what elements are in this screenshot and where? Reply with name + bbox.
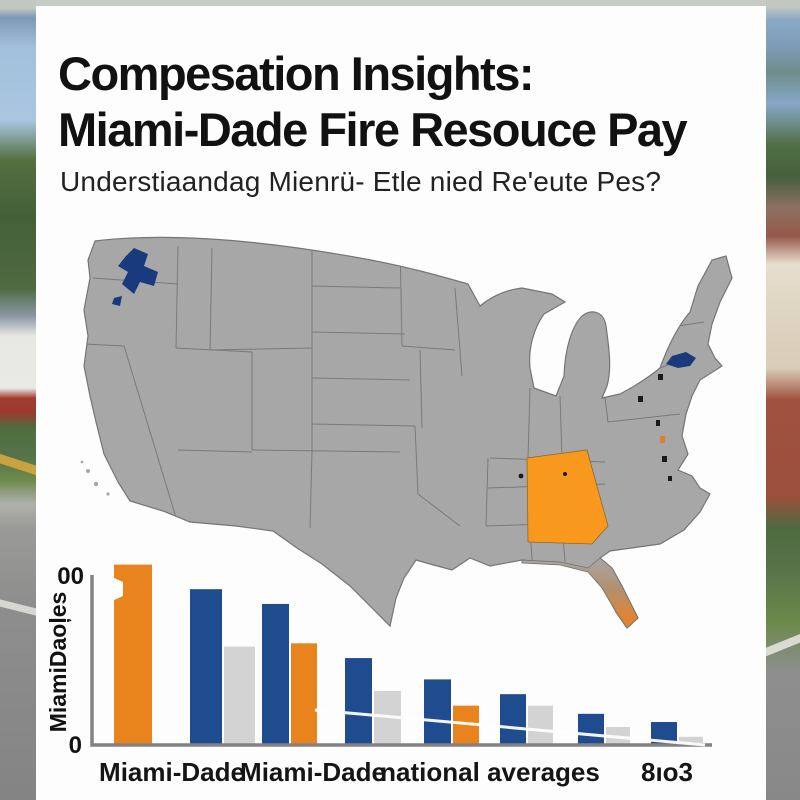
bar-blue	[578, 713, 604, 745]
bar-gray	[679, 736, 703, 745]
bar-orange	[291, 643, 317, 745]
bar-blue	[345, 658, 372, 745]
x-category-label: national averages	[380, 757, 600, 787]
chart-axes	[90, 575, 712, 747]
poster-card: Compesation Insights: Miami-Dade Fire Re…	[36, 6, 766, 800]
east-coast-specks	[518, 374, 672, 481]
coastal-islands	[80, 460, 110, 496]
florida-peninsula	[521, 557, 639, 629]
bar-blue	[190, 589, 222, 745]
bar-gray	[224, 646, 255, 745]
y-tick-label: 00	[57, 563, 84, 590]
bar-chart-container: 00 0 MiamiDaoļes Miami-Dade Miami-Dade nation…	[36, 550, 766, 800]
washington-metro-highlight	[118, 248, 158, 294]
y-axis-label: MiamiDaoļes	[45, 592, 71, 733]
us-map	[80, 236, 733, 629]
bar-blue	[262, 603, 289, 745]
washington-metro-highlight-small	[112, 296, 122, 306]
new-england-metro-highlight	[666, 352, 696, 368]
bar-chart: 000MiamiDaoļesMiami-DadeMiami-Dadenation…	[45, 563, 712, 787]
page-title: Compesation Insights: Miami-Dade Fire Re…	[58, 46, 748, 158]
georgia-highlight	[526, 449, 609, 545]
background-photo-right	[766, 0, 800, 800]
bar-notch	[114, 578, 123, 600]
road-yellow-line	[0, 452, 36, 477]
road-white-line	[766, 629, 800, 659]
bar-gray	[528, 705, 553, 745]
road-white-line	[0, 597, 36, 618]
page-subtitle: Understiaandag Mienrü- Etle nied Re'eute…	[60, 166, 662, 197]
title-line-2: Miami-Dade Fire Resouce Pay	[58, 103, 688, 156]
y-tick-label: 0	[69, 732, 82, 759]
trend-line	[314, 708, 706, 747]
x-category-label: 8ıo3	[641, 757, 693, 787]
title-line-1: Compesation Insights:	[58, 47, 535, 100]
background-photo-left	[0, 0, 36, 800]
bar-blue	[424, 679, 451, 745]
bar-blue	[500, 694, 526, 745]
x-category-label: Miami-Dade	[240, 757, 386, 787]
east-coast-orange-speck	[660, 436, 665, 443]
us-map-container	[60, 224, 760, 648]
x-category-label: Miami-Dade	[99, 757, 245, 787]
